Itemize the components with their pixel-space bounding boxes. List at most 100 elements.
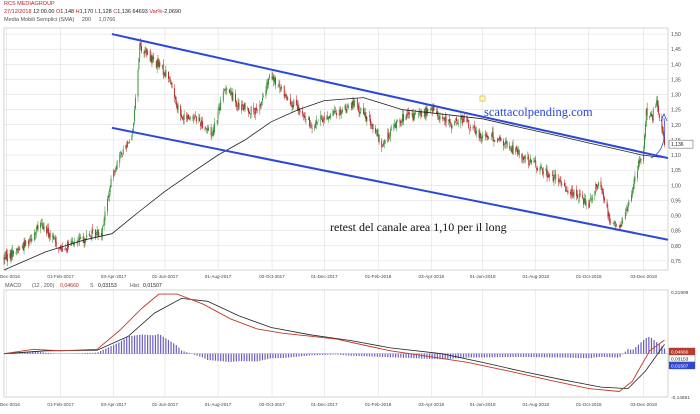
candle-body (590, 199, 592, 201)
candle-body (427, 108, 429, 114)
candle-body (126, 145, 128, 148)
candle-body (438, 117, 440, 119)
candle-body (352, 101, 354, 106)
candle-body (143, 51, 145, 54)
candle-body (267, 82, 269, 84)
macd-xtick-label: 01-Jun-2018 (470, 402, 496, 407)
candle-body (583, 198, 585, 205)
candle-body (49, 233, 51, 238)
candle-body (158, 62, 160, 67)
candle-body (77, 240, 79, 242)
candle-body (273, 77, 275, 82)
candle-body (552, 175, 554, 181)
candle-body (101, 227, 103, 237)
macd-hist-bar (209, 353, 211, 361)
candle-body (278, 83, 280, 85)
macd-hist-bar (535, 353, 538, 358)
macd-xtick-label: 01-Oct-2018 (576, 402, 602, 407)
candle-body (297, 105, 299, 112)
price-xtick-label: 01-Jun-2017 (152, 274, 178, 279)
candle-body (134, 97, 136, 109)
macd-hist-bar (287, 353, 290, 358)
candle-body (335, 112, 337, 116)
candle-body (353, 101, 355, 108)
macd-hist-bar (606, 353, 608, 358)
macd-hist-bar (334, 353, 337, 355)
candle-body (658, 113, 660, 119)
candle-body (23, 241, 25, 251)
candle-body (315, 122, 316, 128)
macd-hist-bar (392, 353, 394, 358)
last-price-box (668, 139, 694, 149)
macd-hist-bar (217, 353, 219, 361)
price-xtick-label: 01-Feb-2017 (47, 274, 74, 279)
macd-hist-bar (298, 353, 300, 357)
candle-body (235, 93, 236, 103)
candle-body (217, 111, 219, 120)
candle-body (615, 223, 617, 226)
price-xtick-label: 01-Oct-2018 (576, 274, 602, 279)
candle-body (102, 225, 104, 227)
candle-body (165, 70, 167, 77)
candle-body (554, 174, 556, 176)
candle-body (637, 170, 638, 178)
price-ytick-label: 1,20 (671, 123, 681, 129)
candle-body (156, 60, 158, 69)
macd-hist-bar (162, 336, 164, 354)
candle-body (201, 121, 203, 128)
candle-body (499, 136, 501, 140)
macd-hist-bar (468, 353, 470, 358)
macd-hist-bar (374, 353, 376, 357)
candle-body (205, 128, 207, 130)
macd-hist-bar (515, 353, 517, 357)
candle-body (150, 55, 152, 63)
candle-body (29, 239, 31, 241)
candle-body (612, 223, 614, 224)
candle-body (442, 116, 444, 119)
candle-body (457, 123, 459, 125)
candle-body (608, 215, 610, 217)
macd-hist-bar (653, 340, 655, 354)
macd-hist-bar (332, 353, 334, 355)
candle-body (431, 109, 433, 112)
candle-body (607, 208, 609, 217)
candle-body (128, 141, 130, 144)
candle-body (116, 161, 118, 170)
candle-body (437, 116, 439, 117)
macd-xtick-label: 03-Apr-2018 (419, 402, 445, 407)
candle-body (515, 148, 517, 153)
candle-body (590, 198, 591, 200)
candle-body (340, 109, 342, 114)
candle-body (256, 109, 258, 111)
candle-body (64, 249, 66, 251)
macd-hist-bar (632, 349, 634, 354)
macd-hist-bar (274, 353, 277, 359)
candle-body (199, 117, 201, 122)
candle-body (418, 111, 420, 113)
macd-signal-value: 0,03153 (98, 283, 117, 289)
candle-body (553, 176, 555, 181)
candle-body (43, 226, 45, 231)
candle-body (497, 139, 499, 141)
candle-body (396, 121, 397, 128)
candle-body (424, 111, 426, 116)
candle-body (113, 170, 115, 178)
candle-body (551, 173, 553, 175)
candle-body (309, 124, 311, 126)
candle-body (177, 104, 179, 110)
macd-hist-bar (384, 353, 386, 357)
macd-ytick-top: 0,21909 (671, 290, 689, 296)
candle-body (286, 95, 288, 100)
macd-hist-bar (488, 353, 491, 358)
macd-hist-bar (350, 353, 352, 356)
macd-hist-bar (92, 352, 94, 354)
candle-body (443, 118, 444, 119)
candle-body (22, 246, 24, 250)
candle-body (35, 229, 37, 234)
macd-hist-bar (502, 353, 504, 358)
macd-hist-bar (533, 353, 535, 358)
candle-body (180, 105, 182, 116)
candle-body (589, 200, 591, 208)
candle-body (577, 194, 578, 198)
candle-body (527, 156, 529, 159)
